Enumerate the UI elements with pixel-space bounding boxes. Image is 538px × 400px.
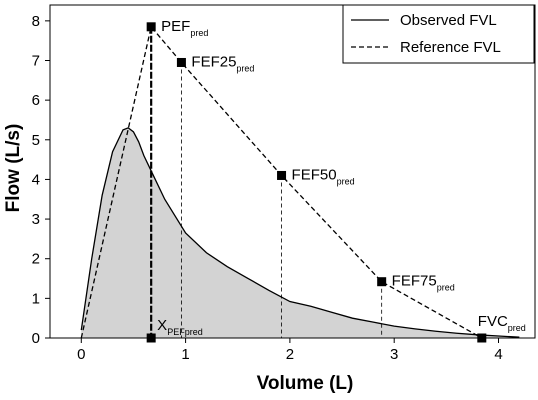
legend-box [342, 4, 535, 64]
legend-label-reference: Reference FVL [400, 39, 501, 56]
observed-fvl-line [80, 127, 520, 338]
plot-frame [49, 4, 536, 339]
label-subscript: pred [508, 323, 526, 333]
label-subscript: pred [437, 283, 455, 293]
label-main: FEF25 [191, 53, 236, 70]
y-tick-label: 7 [32, 53, 40, 70]
marker-fef25-pred [176, 57, 186, 67]
label-fvc-pred: FVCpred [478, 313, 526, 333]
label-fef75-pred: FEF75pred [392, 273, 455, 293]
y-tick-label: 2 [32, 251, 40, 268]
x-tick-label: 3 [390, 346, 398, 363]
reference-fvl-line [80, 25, 483, 339]
x-axis-title: Volume (L) [257, 373, 354, 394]
legend-label-observed: Observed FVL [400, 12, 497, 29]
plot-area: PEFpredFEF25predFEF50predFEF75predFVCpre… [80, 18, 526, 343]
label-subscript: pred [190, 28, 208, 38]
y-tick-label: 0 [32, 330, 40, 347]
legend: Observed FVL Reference FVL [342, 4, 535, 64]
y-tick-label: 4 [32, 171, 40, 188]
label-main: FVC [478, 313, 508, 330]
observed-fvl-area [81, 127, 520, 338]
label-fef50-pred: FEF50pred [292, 166, 355, 186]
x-tick-label: 1 [181, 346, 189, 363]
y-tick-label: 6 [32, 92, 40, 109]
label-subscript: pred [337, 176, 355, 186]
label-main: X [157, 317, 167, 334]
x-tick-label: 2 [286, 346, 294, 363]
marker-fef75-pred [377, 277, 387, 287]
plot-border [49, 4, 536, 339]
y-axis-title: Flow (L/s) [3, 124, 24, 213]
label-subscript: pred [236, 63, 254, 73]
label-x-pefpred: XPEFpred [157, 317, 203, 337]
x-tick-label: 4 [494, 346, 502, 363]
axis-ticks: 0 1 2 3 4 0 1 2 3 4 5 6 7 8 [32, 13, 503, 363]
y-tick-label: 5 [32, 132, 40, 149]
marker-pef-pred [146, 22, 156, 32]
marker-fef50-pred [277, 170, 287, 180]
x-tick-label: 0 [77, 346, 85, 363]
label-main: FEF50 [292, 166, 337, 183]
label-fef25-pred: FEF25pred [191, 53, 254, 73]
y-tick-label: 8 [32, 13, 40, 30]
label-main: PEF [161, 18, 190, 35]
label-main: FEF75 [392, 273, 437, 290]
label-subscript: PEFpred [167, 327, 203, 337]
y-tick-label: 3 [32, 211, 40, 228]
y-tick-label: 1 [32, 290, 40, 307]
label-pef-pred: PEFpred [161, 18, 208, 38]
